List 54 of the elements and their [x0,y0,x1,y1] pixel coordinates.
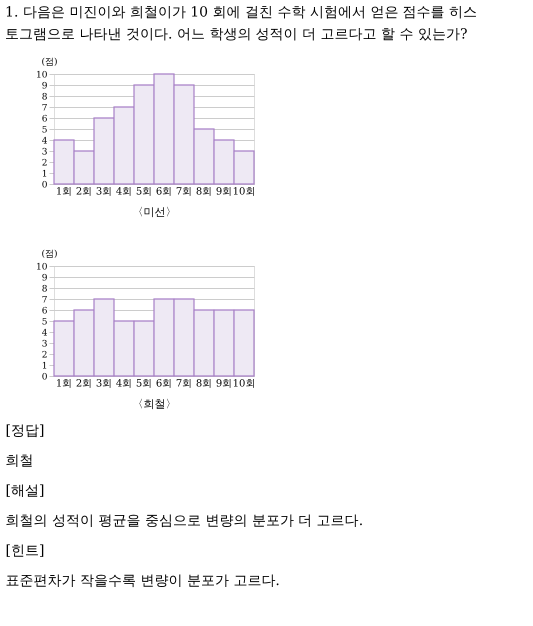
x-tick-label: 9회 [216,378,232,390]
x-tick-label: 6회 [156,186,172,198]
x-tick-label: 10회 [232,186,256,198]
text: [해설] [6,483,44,499]
y-tick-label: 0 [42,180,48,190]
text: 1. 다음은 미진이와 희철이가 10 회에 걸친 수학 시험에서 얻은 점수를 히스 [5,4,478,20]
y-tick-label: 7 [42,296,48,306]
text: 희철 [6,453,34,469]
x-tick-label: 8회 [196,186,212,198]
y-tick-label: 9 [42,274,48,284]
y-tick-label: 0 [42,372,48,382]
y-tick-label: 2 [42,158,48,168]
y-tick-label: 10 [36,262,48,272]
x-axis-title: 〈미선〉 [132,206,176,218]
y-tick-label: 1 [42,362,48,372]
text: 희철의 성적이 평균을 중심으로 변량의 분포가 더 고르다. [6,513,364,529]
x-tick-label: 5회 [136,186,152,198]
y-tick-label: 4 [42,328,48,338]
x-tick-label: 10회 [232,378,256,390]
x-tick-label: 1회 [56,186,72,198]
x-tick-label: 7회 [176,186,192,198]
y-tick-label: 3 [42,340,48,350]
x-tick-label: 9회 [216,186,232,198]
y-tick-label: 8 [42,284,48,294]
x-tick-label: 4회 [116,378,132,390]
y-tick-label: 2 [42,350,48,360]
text: 표준편차가 작을수록 변량이 분포가 고르다. [6,573,280,589]
x-tick-label: 5회 [136,378,152,390]
x-tick-label: 2회 [76,186,92,198]
x-tick-label: 7회 [176,378,192,390]
y-tick-label: 8 [42,92,48,102]
x-tick-label: 8회 [196,378,212,390]
y-tick-label: 3 [42,148,48,158]
y-tick-label: 5 [42,126,48,136]
y-tick-label: 5 [42,318,48,328]
y-tick-label: 9 [42,82,48,92]
y-tick-label: 1 [42,170,48,180]
text: 토그램으로 나타낸 것이다. 어느 학생의 성적이 더 고르다고 할 수 있는가? [5,26,468,42]
y-tick-label: 6 [42,114,48,124]
y-axis-title: (점) [41,250,58,260]
x-tick-label: 2회 [76,378,92,390]
y-tick-label: 7 [42,104,48,114]
text: [정답] [6,423,44,439]
x-tick-label: 4회 [116,186,132,198]
y-tick-label: 10 [36,70,48,80]
y-tick-label: 6 [42,306,48,316]
x-axis-title: 〈희철〉 [132,398,176,410]
y-axis-title: (점) [41,58,58,68]
x-tick-label: 3회 [96,186,112,198]
x-tick-label: 6회 [156,378,172,390]
x-tick-label: 3회 [96,378,112,390]
x-tick-label: 1회 [56,378,72,390]
y-tick-label: 4 [42,136,48,146]
text: [힌트] [6,543,44,559]
